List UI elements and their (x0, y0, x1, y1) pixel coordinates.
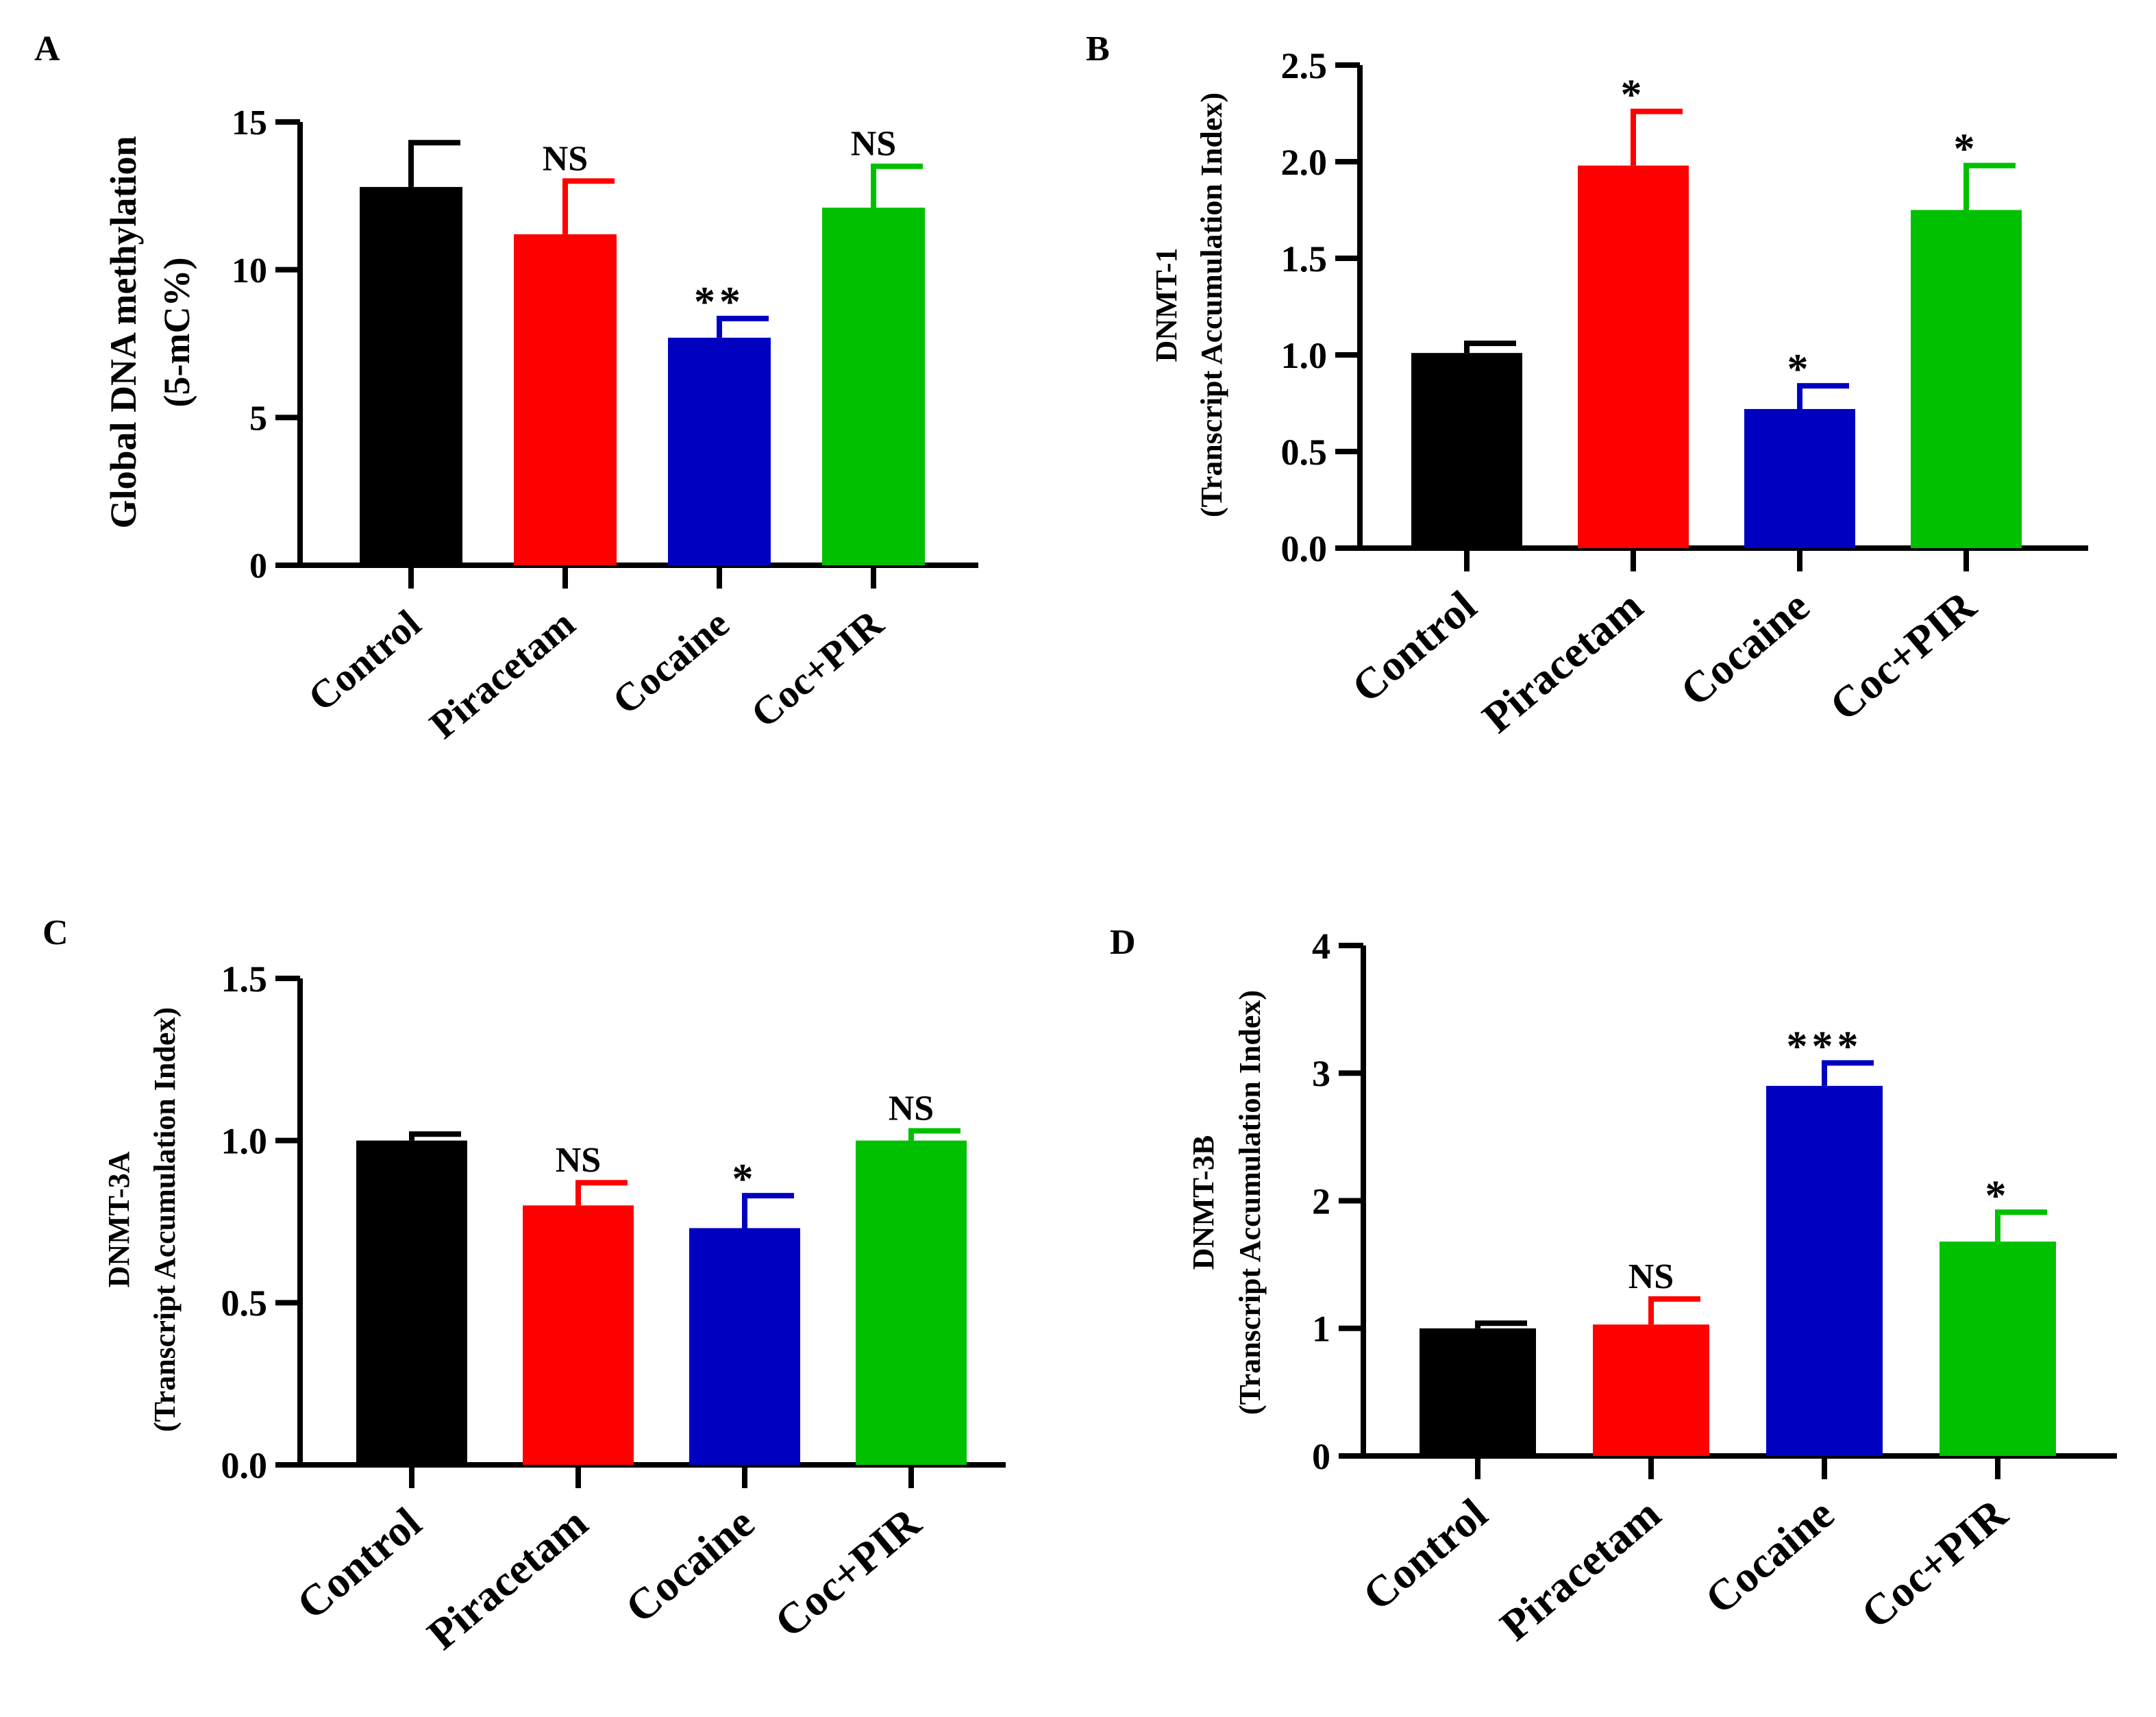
y-tick-label: 1.0 (1281, 335, 1328, 376)
y-tick-label: 2 (1312, 1181, 1330, 1222)
y-tick-label: 10 (232, 251, 267, 291)
panel-label: A (34, 29, 60, 69)
bar (1766, 1085, 1883, 1456)
significance-label: NS (543, 139, 588, 178)
bar (1593, 1324, 1709, 1456)
panel-label: D (1110, 923, 1136, 962)
panel-label: C (42, 913, 69, 952)
bar (1911, 210, 2022, 548)
y-tick-label: 3 (1312, 1053, 1330, 1094)
y-tick-label: 2.0 (1281, 142, 1328, 183)
significance-label: * (1621, 72, 1646, 119)
significance-label: * (732, 1156, 758, 1202)
significance-label: NS (889, 1089, 934, 1128)
y-tick-label: 0 (1312, 1436, 1330, 1477)
y-axis-label: DNMT-3B (1187, 1135, 1220, 1270)
significance-label: *** (1787, 1023, 1863, 1070)
bar (1744, 408, 1855, 548)
significance-label: NS (556, 1141, 601, 1180)
y-tick-label: 5 (249, 399, 267, 438)
y-tick-label: 2.5 (1281, 45, 1328, 86)
y-tick-label: 1 (1312, 1309, 1330, 1350)
y-tick-label: 1.5 (1281, 238, 1328, 280)
y-tick-label: 1.5 (221, 959, 268, 1000)
y-axis-label-sub: (Transcript Accumulation Index) (1195, 92, 1228, 517)
y-tick-label: 4 (1312, 926, 1330, 967)
bar (360, 186, 462, 566)
y-tick-label: 0.5 (1281, 432, 1328, 473)
significance-label: * (1954, 126, 1979, 173)
y-tick-label: 0.5 (221, 1283, 268, 1324)
y-axis-label: DNMT-3A (102, 1151, 136, 1287)
y-axis-label-sub: (Transcript Accumulation Index) (148, 1007, 182, 1432)
y-tick-label: 0.0 (1281, 528, 1328, 569)
y-tick-label: 15 (232, 103, 267, 143)
bar (1578, 165, 1689, 548)
significance-label: NS (1628, 1257, 1674, 1296)
y-tick-label: 1.0 (221, 1121, 268, 1162)
significance-label: NS (851, 125, 896, 164)
y-tick-label: 0 (249, 547, 267, 586)
bar (689, 1228, 800, 1465)
y-axis-label: DNMT-1 (1150, 247, 1183, 362)
bar (523, 1205, 634, 1465)
y-axis-label-sub: (Transcript Accumulation Index) (1233, 990, 1267, 1415)
significance-label: ** (694, 279, 745, 325)
y-axis-label-sub: (5-mC%) (156, 258, 197, 408)
bar (668, 337, 771, 565)
bar (1940, 1242, 2056, 1456)
bar (356, 1140, 467, 1465)
y-tick-label: 0.0 (221, 1445, 268, 1486)
panel-label: B (1086, 29, 1110, 69)
y-axis-label: Global DNA methylation (103, 136, 144, 528)
bar (514, 234, 617, 565)
bar (856, 1140, 967, 1465)
bar (822, 208, 925, 565)
bar (1411, 353, 1522, 548)
significance-label: * (1787, 346, 1813, 393)
significance-label: * (1985, 1172, 2011, 1219)
panel-b: B 0.0 0.5 1.0 1.5 2.0 2.5 DNMT-1 (Transcript Acc… (1086, 29, 2088, 742)
bar (1420, 1328, 1536, 1456)
